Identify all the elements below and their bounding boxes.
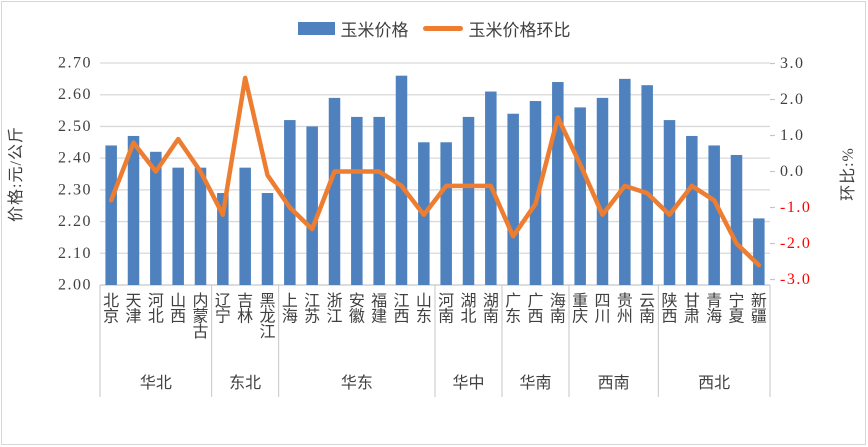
x-axis-category-label: 青海 <box>706 292 722 326</box>
price-bar <box>306 126 318 285</box>
price-bar <box>395 75 408 285</box>
price-bar <box>328 97 341 285</box>
x-axis-category-label: 黑龙江 <box>259 293 275 341</box>
price-bar <box>373 116 385 286</box>
x-axis-category-label: 山东 <box>416 292 432 326</box>
price-bar <box>351 116 363 286</box>
x-axis-category-label: 天津 <box>125 293 141 326</box>
legend-label-pct: 玉米价格环比 <box>468 20 571 40</box>
x-axis-category-label: 贵州 <box>617 292 633 326</box>
x-axis-category-label: 吉林 <box>237 292 253 326</box>
x-axis-group-label: 西南 <box>598 374 630 392</box>
right-axis-tick-label: -1.0 <box>780 199 811 216</box>
x-axis-group-label: 华东 <box>341 374 373 392</box>
price-bar <box>663 120 676 285</box>
x-axis-category-label: 广东 <box>505 292 521 326</box>
x-axis-group-label: 西北 <box>698 374 730 392</box>
legend-bar-swatch-icon <box>297 21 335 35</box>
legend-item-price: 玉米价格 <box>297 16 409 41</box>
price-bar <box>552 82 564 286</box>
legend-line-swatch-icon <box>422 25 463 31</box>
price-bar <box>708 145 720 285</box>
price-bar <box>596 97 609 285</box>
x-axis-category-label: 湖南 <box>483 292 499 326</box>
right-axis-tick-label: 0.0 <box>780 163 805 180</box>
x-axis-category-label: 福建 <box>371 292 387 326</box>
x-axis-category-label: 云南 <box>639 293 655 326</box>
left-axis-tick-label: 2.30 <box>58 181 92 198</box>
price-bar <box>462 116 475 286</box>
x-axis-category-label: 内蒙古 <box>192 292 208 341</box>
right-axis-tick-label: 2.0 <box>780 91 805 108</box>
right-axis-tick-label: 3.0 <box>780 55 805 72</box>
price-bar <box>641 85 653 285</box>
left-axis-tick-label: 2.00 <box>58 277 92 294</box>
x-axis-group-label: 华北 <box>140 374 172 392</box>
x-axis-category-label: 新疆 <box>751 292 767 326</box>
price-bar <box>730 154 743 285</box>
x-axis-category-label: 河南 <box>438 292 454 326</box>
x-axis-category-label: 江苏 <box>304 292 320 326</box>
x-axis-category-label: 广西 <box>527 292 543 326</box>
x-axis-category-label: 北京 <box>103 292 119 326</box>
right-axis-tick-label: 1.0 <box>780 127 805 144</box>
x-axis-group-label: 东北 <box>229 374 261 392</box>
price-bar <box>686 135 698 285</box>
legend-item-pct: 玉米价格环比 <box>422 16 571 41</box>
price-bar <box>194 167 207 285</box>
right-axis-tick-label: -2.0 <box>780 235 811 252</box>
price-bar <box>127 135 140 285</box>
legend: 玉米价格 玉米价格环比 <box>0 16 868 40</box>
price-bar <box>753 218 765 285</box>
right-axis-tick-label: -3.0 <box>780 271 811 288</box>
price-bar <box>105 145 117 285</box>
price-bar <box>150 151 162 285</box>
price-bar <box>261 193 274 285</box>
price-bar <box>172 167 184 285</box>
x-axis-category-label: 湖北 <box>460 292 476 326</box>
x-axis-category-label: 海南 <box>550 292 566 326</box>
x-axis-category-label: 江西 <box>393 292 409 326</box>
x-axis-category-label: 浙江 <box>326 292 342 326</box>
x-axis-category-label: 安徽 <box>349 292 365 326</box>
x-axis-category-label: 上海 <box>282 292 298 326</box>
price-bar <box>440 142 452 285</box>
left-axis-tick-label: 2.50 <box>58 118 92 135</box>
left-axis-tick-label: 2.10 <box>58 245 92 262</box>
price-bar <box>507 113 519 285</box>
pct-line <box>108 75 762 268</box>
x-axis-category-label: 山西 <box>170 292 186 326</box>
price-bar <box>529 101 542 285</box>
left-axis-tick-label: 2.20 <box>58 213 92 230</box>
left-axis-tick-label: 2.40 <box>58 150 92 167</box>
x-axis-category-label: 重庆 <box>572 292 588 326</box>
x-axis-category-label: 甘肃 <box>684 292 700 326</box>
price-bar <box>217 193 229 285</box>
x-axis-category-label: 四川 <box>594 293 610 326</box>
price-bar <box>619 78 631 285</box>
legend-label-price: 玉米价格 <box>340 20 409 40</box>
x-axis-category-label: 辽宁 <box>215 292 231 326</box>
x-axis-category-label: 河北 <box>148 292 164 326</box>
price-bar <box>574 107 586 286</box>
x-axis-category-label: 陕西 <box>661 292 677 326</box>
left-axis-tick-label: 2.70 <box>58 55 92 72</box>
x-axis-group-label: 华南 <box>519 374 551 392</box>
left-axis-tick-label: 2.60 <box>58 86 92 103</box>
x-axis-category-label: 宁夏 <box>728 292 744 326</box>
x-axis-group-label: 华中 <box>452 374 484 392</box>
price-bar <box>239 167 251 285</box>
price-bar <box>284 120 296 285</box>
